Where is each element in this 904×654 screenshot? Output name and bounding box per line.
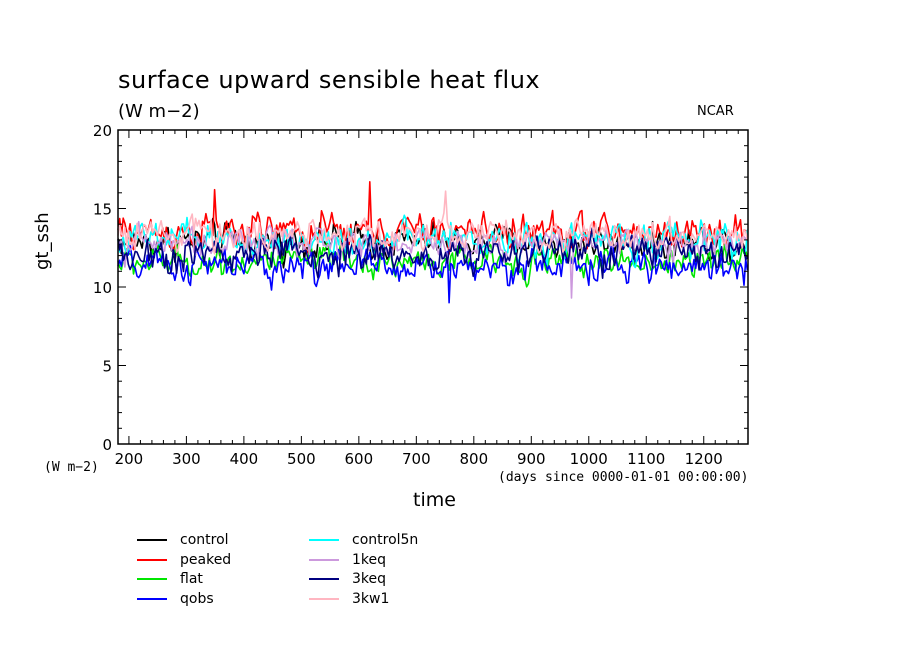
y-tick-label: 10 [93, 279, 112, 297]
legend-swatch [137, 539, 167, 541]
y-tick-label: 20 [93, 122, 112, 140]
x-tick-label: 600 [345, 450, 374, 468]
legend-swatch [137, 578, 167, 580]
legend-label: control [180, 532, 229, 548]
legend-label: control5n [352, 532, 419, 548]
legend-swatch [309, 539, 339, 541]
legend-label: flat [180, 571, 203, 587]
legend-item: qobs [137, 591, 214, 607]
series-line-control5n [117, 214, 749, 269]
legend-swatch [309, 597, 339, 600]
x-units-right: (days since 0000-01-01 00:00:00) [498, 470, 749, 485]
legend-item: flat [137, 571, 203, 587]
legend-swatch [309, 578, 339, 580]
legend-label: 3kw1 [352, 590, 390, 607]
x-tick-label: 200 [115, 450, 144, 468]
chart-subtitle: (W m−2) [118, 101, 200, 122]
x-tick-label: 1100 [627, 450, 665, 468]
y-tick-label: 0 [102, 436, 112, 454]
x-tick-label: 1000 [570, 450, 608, 468]
series-line-3keq [117, 227, 749, 280]
x-tick-label: 800 [459, 450, 488, 468]
chart-credit: NCAR [697, 104, 734, 119]
series-layer [117, 181, 749, 304]
legend-item: 3keq [309, 571, 386, 587]
x-tick-label: 400 [230, 450, 259, 468]
legend-item: 3kw1 [309, 591, 389, 607]
legend-label: qobs [180, 590, 214, 607]
y-tick-label: 15 [93, 201, 112, 219]
x-tick-label: 300 [172, 450, 201, 468]
chart-title: surface upward sensible heat flux [118, 66, 541, 94]
plot-frame [117, 129, 749, 445]
legend-item: control [137, 532, 229, 548]
y-axis-label: gt_ssh [32, 212, 53, 270]
legend-item: peaked [137, 552, 231, 568]
x-tick-label: 500 [287, 450, 316, 468]
legend-swatch [137, 597, 167, 600]
legend-swatch [137, 558, 167, 561]
x-tick-label: 1200 [685, 450, 723, 468]
legend-item: 1keq [309, 552, 386, 568]
tick-layer: 200 300 400 500 600 700 800 900 1000 1100 1200 0 5 10… [93, 122, 748, 468]
legend-label: 3keq [352, 571, 387, 587]
x-tick-label: 900 [517, 450, 546, 468]
legend-label: 1keq [352, 551, 387, 568]
legend-label: peaked [180, 551, 232, 568]
legend-item: control5n [309, 532, 418, 548]
x-units-left: (W m−2) [44, 460, 99, 475]
legend-swatch [309, 558, 339, 561]
y-tick-label: 5 [102, 358, 112, 376]
series-line-3kw1 [117, 190, 749, 255]
x-tick-label: 700 [402, 450, 431, 468]
x-axis-label: time [413, 489, 456, 511]
